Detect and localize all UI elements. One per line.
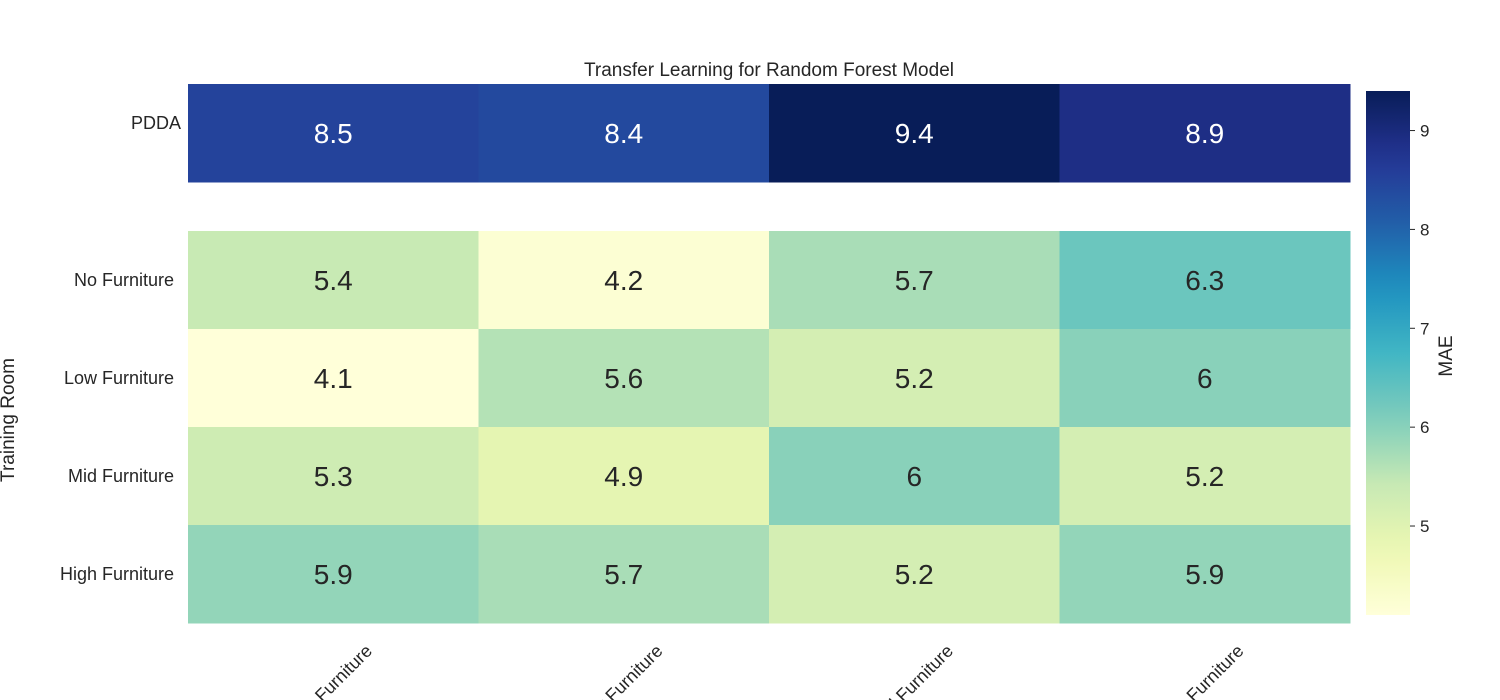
heatmap-cell: [1059, 84, 1351, 183]
cell-value-label: 6: [906, 461, 922, 492]
row-label: PDDA: [131, 113, 181, 133]
column-label: No Furniture: [291, 641, 376, 700]
heatmap-cell: [769, 329, 1060, 428]
column-labels: No Furniture Low Furniture Mid Furniture Hi…: [291, 641, 1247, 700]
cell-value-label: 6: [1197, 363, 1213, 394]
row-label: No Furniture: [74, 270, 174, 290]
colorbar-label: MAE: [1436, 335, 1457, 376]
row-label: Mid Furniture: [68, 466, 174, 486]
heatmap-cell: [478, 427, 770, 526]
heatmap-cell: [478, 525, 770, 624]
main-heatmap-block: 5.4 4.2 5.7 6.3 No Furniture 4.1 5.6 5.2 6 Low Fu…: [60, 231, 1351, 624]
heatmap-cell: [769, 525, 1060, 624]
colorbar-gradient: [1366, 91, 1410, 615]
row-label: Low Furniture: [64, 368, 174, 388]
colorbar: 5 6 7 8 9 MAE: [1366, 91, 1457, 615]
heatmap-cell: [1059, 231, 1351, 330]
heatmap-cell: [188, 427, 479, 526]
heatmap-cell: [769, 84, 1060, 183]
cell-value-label: 5.2: [1185, 461, 1224, 492]
row-label: High Furniture: [60, 564, 174, 584]
cell-value-label: 5.7: [895, 265, 934, 296]
heatmap-cell: [478, 231, 770, 330]
heatmap-cell: [188, 525, 479, 624]
heatmap-cell: [188, 329, 479, 428]
heatmap-cell: [478, 329, 770, 428]
heatmap-cell: [1059, 427, 1351, 526]
chart-title: Transfer Learning for Random Forest Mode…: [584, 60, 954, 81]
cell-value-label: 8.5: [314, 118, 353, 149]
cell-value-label: 5.2: [895, 363, 934, 394]
heatmap-cell: [478, 84, 770, 183]
top-heatmap-block: 8.5 8.4 9.4 8.9 PDDA: [131, 84, 1351, 183]
cell-value-label: 5.9: [1185, 559, 1224, 590]
heatmap-cell: [769, 427, 1060, 526]
cell-value-label: 4.1: [314, 363, 353, 394]
column-label: High Furniture: [1153, 641, 1248, 700]
cell-value-label: 9.4: [895, 118, 934, 149]
column-label: Mid Furniture: [868, 641, 957, 700]
cell-value-label: 6.3: [1185, 265, 1224, 296]
heatmap-cell: [188, 84, 479, 183]
cell-value-label: 5.7: [604, 559, 643, 590]
cell-value-label: 8.4: [604, 118, 643, 149]
cell-value-label: 5.3: [314, 461, 353, 492]
column-label: Low Furniture: [575, 641, 667, 700]
colorbar-tick-label: 7: [1420, 319, 1429, 338]
cell-value-label: 5.4: [314, 265, 353, 296]
heatmap-cell: [769, 231, 1060, 330]
cell-value-label: 4.2: [604, 265, 643, 296]
cell-value-label: 5.2: [895, 559, 934, 590]
colorbar-tick-label: 5: [1420, 517, 1429, 536]
cell-value-label: 8.9: [1185, 118, 1224, 149]
colorbar-tick-label: 8: [1420, 220, 1429, 239]
cell-value-label: 5.9: [314, 559, 353, 590]
cell-value-label: 4.9: [604, 461, 643, 492]
colorbar-tick-label: 6: [1420, 418, 1429, 437]
heatmap-cell: [188, 231, 479, 330]
heatmap-cell: [1059, 525, 1351, 624]
colorbar-tick-label: 9: [1420, 122, 1429, 141]
y-axis-label: Training Room: [0, 358, 19, 482]
cell-value-label: 5.6: [604, 363, 643, 394]
heatmap-cell: [1059, 329, 1351, 428]
